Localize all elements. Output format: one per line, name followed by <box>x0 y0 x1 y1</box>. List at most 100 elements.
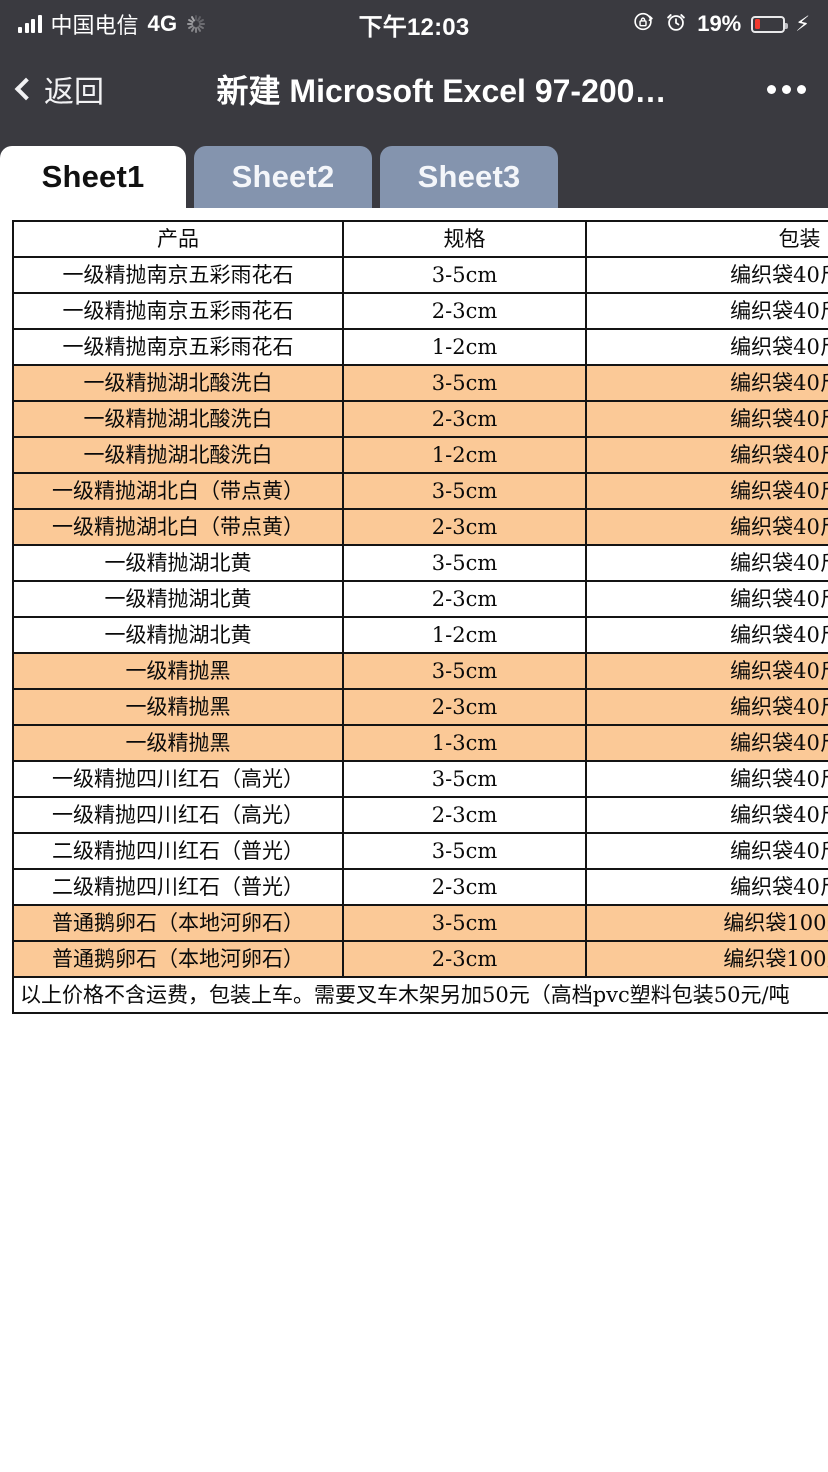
cell-pack[interactable]: 编织袋40斤/袋 <box>585 724 828 762</box>
cell-spec[interactable]: 2-3cm <box>342 940 587 978</box>
column-header[interactable]: 包装 <box>585 220 828 258</box>
alarm-clock-icon <box>665 11 687 38</box>
cell-product[interactable]: 一级精抛黑 <box>12 688 344 726</box>
battery-percent-label: 19% <box>697 11 742 36</box>
sheet-tab-sheet2[interactable]: Sheet2 <box>194 146 372 208</box>
cell-pack[interactable]: 编织袋40斤/袋 <box>585 688 828 726</box>
cell-product[interactable]: 普通鹅卵石（本地河卵石） <box>12 940 344 978</box>
column-header[interactable]: 规格 <box>342 220 587 258</box>
table-row: 一级精抛四川红石（高光）2-3cm编织袋40斤/袋 <box>12 796 828 834</box>
back-button-label: 返回 <box>44 76 104 109</box>
cell-spec[interactable]: 3-5cm <box>342 364 587 402</box>
sheet-tab-sheet3[interactable]: Sheet3 <box>380 146 558 208</box>
cell-product[interactable]: 一级精抛四川红石（高光） <box>12 760 344 798</box>
status-bar-left: 中国电信 4G <box>18 8 206 40</box>
table-header-row: 产品 规格 包装 <box>12 220 828 258</box>
cell-spec[interactable]: 1-3cm <box>342 724 587 762</box>
more-options-button[interactable] <box>761 84 806 94</box>
sheet-tab-label: Sheet1 <box>41 159 145 194</box>
loading-spinner-icon <box>186 14 206 34</box>
cell-pack[interactable]: 编织袋40斤/袋 <box>585 544 828 582</box>
dot <box>767 84 776 94</box>
cell-spec[interactable]: 2-3cm <box>342 580 587 618</box>
cell-spec[interactable]: 3-5cm <box>342 472 587 510</box>
price-note[interactable]: 以上价格不含运费，包装上车。需要叉车木架另加50元（高档pvc塑料包装50元/吨 <box>12 976 828 1014</box>
cell-spec[interactable]: 2-3cm <box>342 796 587 834</box>
table-row: 普通鹅卵石（本地河卵石）3-5cm编织袋100斤/袋 <box>12 904 828 942</box>
cell-pack[interactable]: 编织袋40斤/袋 <box>585 256 828 294</box>
cell-pack[interactable]: 编织袋40斤/袋 <box>585 832 828 870</box>
cell-spec[interactable]: 1-2cm <box>342 328 587 366</box>
sheet-tab-bar: Sheet1 Sheet2 Sheet3 <box>0 130 828 208</box>
cell-product[interactable]: 一级精抛湖北黄 <box>12 544 344 582</box>
cell-pack[interactable]: 编织袋40斤/袋 <box>585 580 828 618</box>
price-table: 产品规格包装一级精抛南京五彩雨花石3-5cm编织袋40斤/袋一级精抛南京五彩雨花… <box>12 220 828 1014</box>
cell-product[interactable]: 一级精抛湖北酸洗白 <box>12 436 344 474</box>
cell-spec[interactable]: 2-3cm <box>342 868 587 906</box>
cell-spec[interactable]: 3-5cm <box>342 904 587 942</box>
sheet-tab-sheet1[interactable]: Sheet1 <box>0 146 186 208</box>
cell-product[interactable]: 一级精抛湖北黄 <box>12 616 344 654</box>
cell-product[interactable]: 二级精抛四川红石（普光） <box>12 868 344 906</box>
cell-spec[interactable]: 2-3cm <box>342 292 587 330</box>
table-row: 二级精抛四川红石（普光）2-3cm编织袋40斤/袋 <box>12 868 828 906</box>
cell-spec[interactable]: 2-3cm <box>342 688 587 726</box>
cell-pack[interactable]: 编织袋40斤/袋 <box>585 292 828 330</box>
cell-product[interactable]: 一级精抛湖北白（带点黄） <box>12 508 344 546</box>
cell-pack[interactable]: 编织袋40斤/袋 <box>585 760 828 798</box>
cell-spec[interactable]: 3-5cm <box>342 760 587 798</box>
status-bar-right: 19% ⚡ <box>632 10 810 38</box>
cell-pack[interactable]: 编织袋40斤/袋 <box>585 508 828 546</box>
spreadsheet-area[interactable]: 产品规格包装一级精抛南京五彩雨花石3-5cm编织袋40斤/袋一级精抛南京五彩雨花… <box>0 208 828 1472</box>
cell-spec[interactable]: 1-2cm <box>342 436 587 474</box>
cell-product[interactable]: 一级精抛湖北白（带点黄） <box>12 472 344 510</box>
table-row: 一级精抛湖北白（带点黄）2-3cm编织袋40斤/袋 <box>12 508 828 546</box>
carrier-label: 中国电信 <box>50 13 139 38</box>
cell-product[interactable]: 一级精抛四川红石（高光） <box>12 796 344 834</box>
cell-spec[interactable]: 3-5cm <box>342 544 587 582</box>
cell-pack[interactable]: 编织袋40斤/袋 <box>585 868 828 906</box>
cell-pack[interactable]: 编织袋40斤/袋 <box>585 472 828 510</box>
cell-product[interactable]: 一级精抛南京五彩雨花石 <box>12 256 344 294</box>
cell-product[interactable]: 普通鹅卵石（本地河卵石） <box>12 904 344 942</box>
cell-pack[interactable]: 编织袋40斤/袋 <box>585 400 828 438</box>
cell-pack[interactable]: 编织袋100斤/袋 <box>585 904 828 942</box>
cell-product[interactable]: 一级精抛湖北酸洗白 <box>12 400 344 438</box>
cell-pack[interactable]: 编织袋40斤/袋 <box>585 328 828 366</box>
cell-pack[interactable]: 编织袋40斤/袋 <box>585 364 828 402</box>
cell-spec[interactable]: 3-5cm <box>342 256 587 294</box>
cell-spec[interactable]: 3-5cm <box>342 652 587 690</box>
cell-product[interactable]: 一级精抛南京五彩雨花石 <box>12 292 344 330</box>
cell-spec[interactable]: 3-5cm <box>342 832 587 870</box>
dot <box>782 84 791 94</box>
signal-bars-icon <box>18 15 42 33</box>
cell-spec[interactable]: 2-3cm <box>342 400 587 438</box>
cell-pack[interactable]: 编织袋40斤/袋 <box>585 796 828 834</box>
cell-product[interactable]: 二级精抛四川红石（普光） <box>12 832 344 870</box>
cell-spec[interactable]: 1-2cm <box>342 616 587 654</box>
cell-product[interactable]: 一级精抛湖北酸洗白 <box>12 364 344 402</box>
cell-pack[interactable]: 编织袋40斤/袋 <box>585 652 828 690</box>
cell-spec[interactable]: 2-3cm <box>342 508 587 546</box>
cell-pack[interactable]: 编织袋40斤/袋 <box>585 616 828 654</box>
cell-product[interactable]: 一级精抛黑 <box>12 724 344 762</box>
cell-product[interactable]: 一级精抛湖北黄 <box>12 580 344 618</box>
cell-product[interactable]: 一级精抛黑 <box>12 652 344 690</box>
cell-pack[interactable]: 编织袋100斤/袋 <box>585 940 828 978</box>
cell-pack[interactable]: 编织袋40斤/袋 <box>585 436 828 474</box>
column-header[interactable]: 产品 <box>12 220 344 258</box>
back-button[interactable]: 返回 <box>14 67 104 111</box>
cell-product[interactable]: 一级精抛南京五彩雨花石 <box>12 328 344 366</box>
chevron-left-icon <box>14 77 38 101</box>
